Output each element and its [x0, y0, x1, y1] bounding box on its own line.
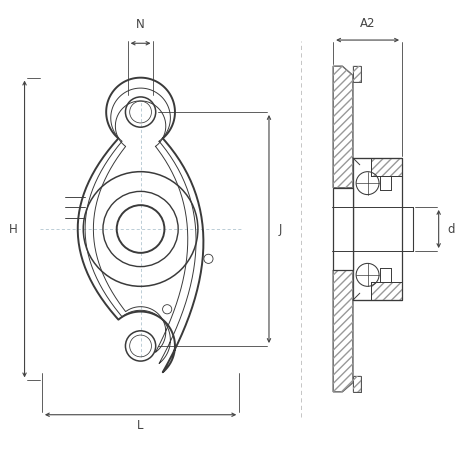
- Text: A2: A2: [359, 17, 375, 29]
- Text: N: N: [136, 18, 145, 31]
- Text: L: L: [137, 419, 144, 431]
- Bar: [352, 376, 360, 392]
- Bar: [352, 67, 360, 83]
- Bar: [352, 67, 360, 83]
- Text: H: H: [9, 223, 17, 236]
- Bar: [352, 376, 360, 392]
- Text: d: d: [446, 223, 453, 236]
- Bar: [352, 158, 401, 301]
- Text: J: J: [279, 223, 282, 236]
- Polygon shape: [332, 271, 352, 392]
- Polygon shape: [332, 188, 352, 271]
- Polygon shape: [332, 67, 352, 188]
